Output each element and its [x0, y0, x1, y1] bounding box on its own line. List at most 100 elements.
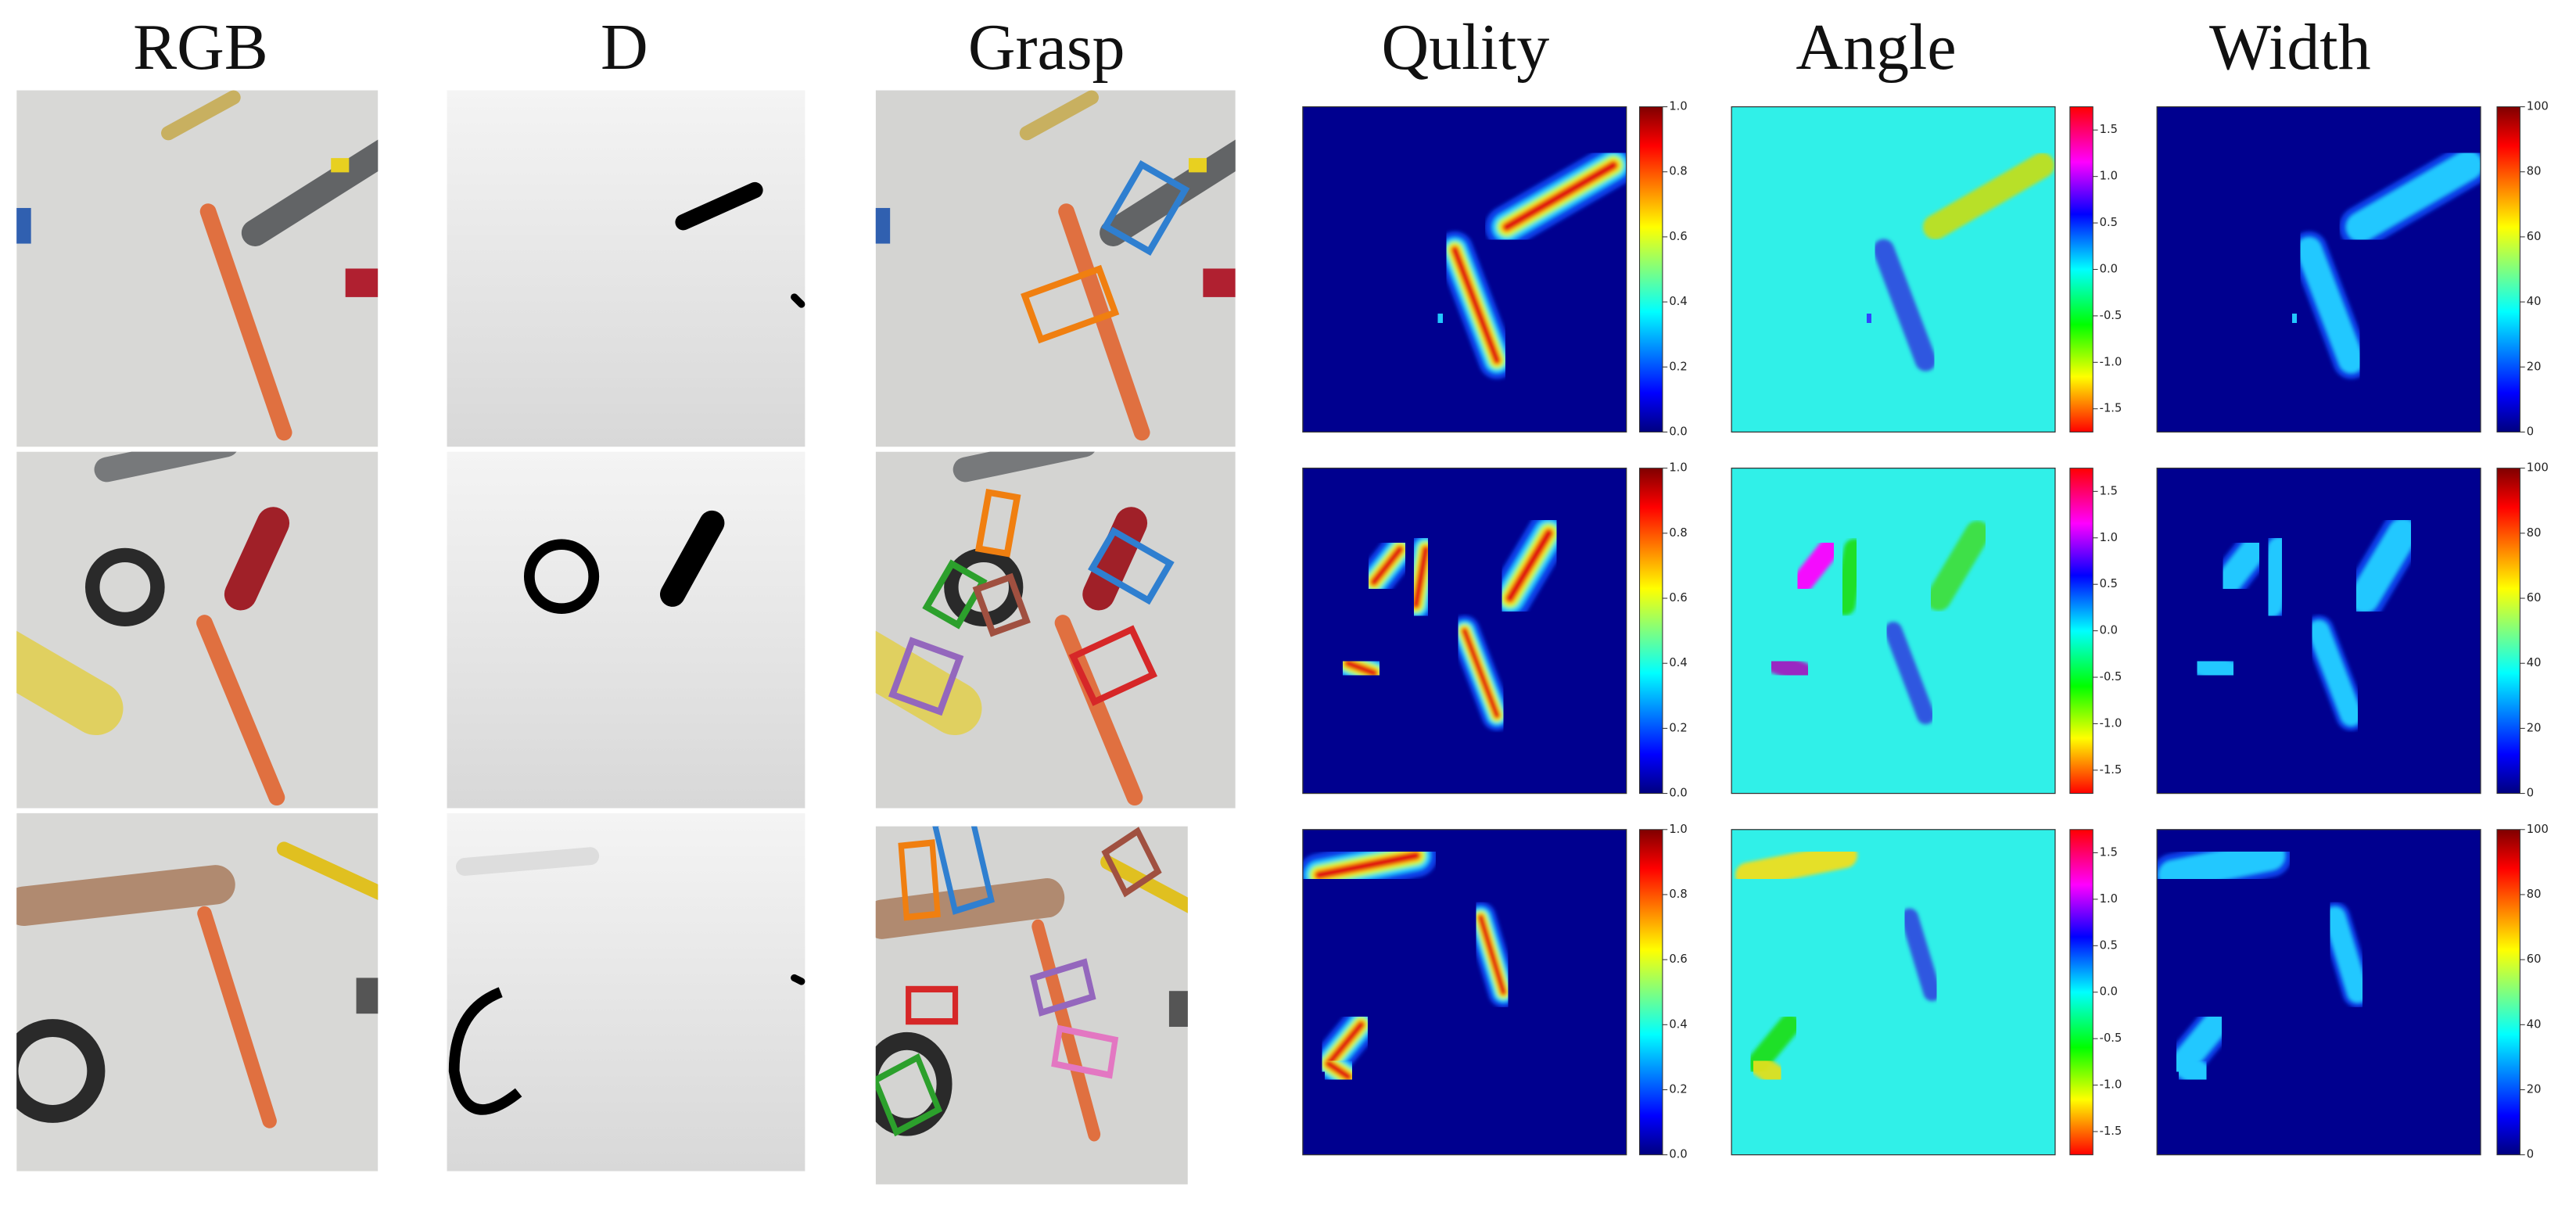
colorbar-tick-label: -1.5 — [2100, 1125, 2122, 1138]
colorbar-tick-label: 1.0 — [2100, 531, 2118, 544]
stroke — [1325, 1060, 1352, 1081]
shadow — [675, 181, 763, 231]
stroke — [1926, 520, 1990, 612]
colorbar-tick-label: 20 — [2527, 360, 2542, 373]
stroke — [1344, 659, 1378, 677]
stroke — [1430, 306, 1451, 330]
frame — [1731, 829, 2056, 1156]
colorbar-tick-label: 0 — [2527, 1148, 2534, 1161]
pen — [199, 203, 292, 441]
heat-blob — [2157, 834, 2292, 897]
marker-cap — [331, 158, 350, 173]
stroke — [1315, 851, 1420, 880]
stroke — [2296, 237, 2364, 374]
colorbar-tick-label: -0.5 — [2100, 1031, 2122, 1045]
angle-blob — [1766, 652, 1814, 684]
depth-image — [447, 451, 805, 809]
block — [875, 207, 891, 244]
colorbar-tick-label: 0.4 — [1669, 1017, 1687, 1031]
heat-blob — [1426, 302, 1455, 334]
colorbar-tick-label: 0.6 — [1669, 230, 1687, 243]
heat-blob — [1465, 902, 1519, 1008]
heat-blob — [1485, 143, 1627, 249]
colorbar-tick-label: 1.0 — [1669, 100, 1687, 113]
shadow — [523, 539, 600, 615]
colorbar-tick-label: 100 — [2527, 823, 2549, 836]
yellow-pen — [1100, 855, 1188, 913]
shadow — [659, 510, 725, 607]
colorbar-tick-label: 40 — [2527, 656, 2542, 669]
stroke — [2189, 650, 2241, 686]
colorbar-tick-label: 0.4 — [1669, 295, 1687, 308]
marker-cap — [1188, 158, 1207, 173]
colorbar-tick-label: 0.5 — [2100, 577, 2118, 590]
stroke — [1412, 546, 1430, 608]
angle-map — [1731, 106, 2055, 432]
colorbar-tick-label: 40 — [2527, 1017, 2542, 1031]
angle-blob — [1872, 239, 1937, 371]
depth-image — [447, 813, 805, 1171]
colorbar-tick-label: 0.2 — [1669, 360, 1687, 373]
quality-map — [1302, 106, 1627, 432]
grasp-box — [906, 985, 959, 1025]
frame — [1731, 468, 2056, 795]
background — [16, 451, 379, 809]
colorbar-tick-label: 1.0 — [1669, 461, 1687, 475]
colorbar-tick-label: 0.0 — [2100, 985, 2118, 999]
heat-blob — [2183, 644, 2247, 692]
stroke — [2324, 906, 2369, 1003]
toy — [16, 865, 235, 927]
grasp-box — [1029, 958, 1096, 1017]
colorbar-tick-label: 0.4 — [1669, 656, 1687, 669]
pen — [1058, 203, 1150, 441]
colorbar-tick-label: 1.5 — [2100, 484, 2118, 497]
banana — [875, 630, 982, 736]
column-header: RGB — [133, 11, 268, 84]
stroke — [1872, 239, 1937, 371]
colorbar-tick-label: 1.5 — [2100, 845, 2118, 859]
shadow — [455, 847, 600, 876]
quality-map — [1302, 829, 1627, 1155]
stroke — [1922, 152, 2055, 240]
heat-blob — [1397, 530, 1444, 624]
heat-blob — [2164, 1045, 2221, 1096]
stroke — [1792, 538, 1839, 593]
heat-blob — [1310, 1045, 1367, 1096]
ring — [16, 1019, 106, 1123]
colorbar-tick-label: 20 — [2527, 1083, 2542, 1096]
heat-blob — [1449, 615, 1512, 731]
colorbar-tick-label: 1.5 — [2100, 123, 2118, 136]
colorbar-tick-label: -1.5 — [2100, 763, 2122, 777]
grasp-box — [974, 488, 1021, 558]
grasp-image — [875, 90, 1236, 447]
colorbar-tick-label: 0.0 — [1669, 425, 1687, 438]
frame — [2156, 829, 2481, 1156]
heat-blob — [1355, 530, 1419, 601]
banana — [1019, 90, 1099, 141]
grasp-box — [875, 1053, 943, 1137]
colorbar — [2069, 829, 2093, 1156]
stroke — [1900, 908, 1942, 1002]
rgb-image — [16, 451, 379, 809]
column-header: Width — [2209, 11, 2371, 84]
stroke — [1451, 246, 1501, 364]
colorbar-tick-label: 0.2 — [1669, 721, 1687, 734]
colorbar-tick-label: 1.0 — [1669, 823, 1687, 836]
colorbar-tick-label: 0.6 — [1669, 591, 1687, 604]
stroke — [2284, 306, 2305, 330]
block — [1203, 268, 1236, 297]
colorbar-tick-label: 0.0 — [1669, 787, 1687, 800]
grasp-image — [875, 826, 1188, 1185]
angle-blob — [1746, 1053, 1788, 1088]
heat-blob — [2342, 511, 2425, 620]
width-map — [2157, 468, 2481, 794]
width-map — [2157, 106, 2481, 432]
colorbar-tick-label: -1.0 — [2100, 355, 2122, 368]
heat-blob — [2280, 302, 2309, 334]
pen — [1054, 615, 1143, 806]
colorbar — [1638, 106, 1663, 432]
heat-blob — [2209, 530, 2273, 601]
background — [447, 813, 805, 1171]
grasp-box — [922, 559, 988, 630]
stroke — [1505, 529, 1553, 603]
